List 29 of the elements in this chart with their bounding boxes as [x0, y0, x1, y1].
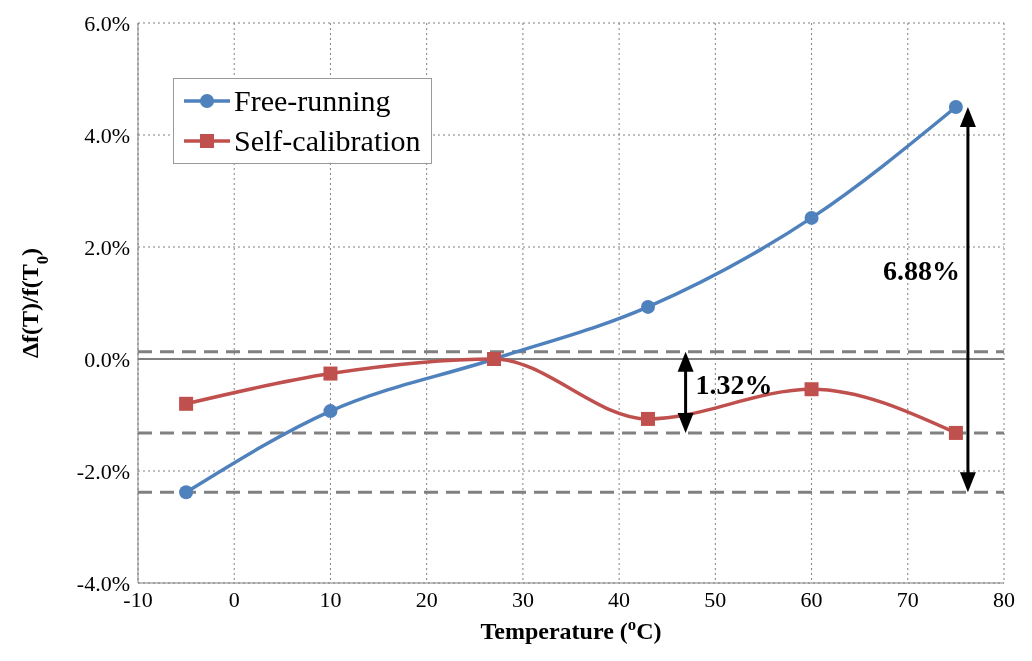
point — [640, 299, 655, 314]
x-tick-label: 40 — [608, 586, 631, 612]
x-tick-label: 30 — [511, 586, 534, 612]
y-tick-label: 2.0% — [84, 234, 130, 260]
point — [640, 411, 655, 426]
x-axis-title: Temperature ($^{o}$C) — [480, 614, 662, 644]
x-tick-label: 50 — [704, 586, 727, 612]
y-tick-label: 0.0% — [84, 346, 130, 372]
x-tick-label: 10 — [319, 586, 342, 612]
point — [804, 382, 819, 397]
point — [323, 366, 338, 381]
y-tick-label: 4.0% — [84, 122, 130, 148]
annotation: 1.32% — [695, 369, 773, 401]
legend-label: Self-calibration — [234, 123, 421, 159]
y-tick-label: 6.0% — [84, 10, 130, 36]
x-tick-label: 20 — [415, 586, 438, 612]
point — [948, 100, 963, 114]
x-tick-label: 80 — [993, 586, 1015, 612]
point — [179, 396, 194, 411]
legend-label: Free-running — [234, 83, 391, 119]
point — [948, 425, 963, 440]
annotation: 6.88% — [882, 254, 960, 286]
y-tick-label: -2.0% — [76, 458, 130, 484]
point — [323, 404, 338, 419]
x-tick-label: 70 — [896, 586, 919, 612]
x-tick-label: 60 — [800, 586, 823, 612]
point — [804, 210, 819, 225]
x-tick-label: 0 — [228, 586, 240, 612]
point — [179, 485, 194, 500]
